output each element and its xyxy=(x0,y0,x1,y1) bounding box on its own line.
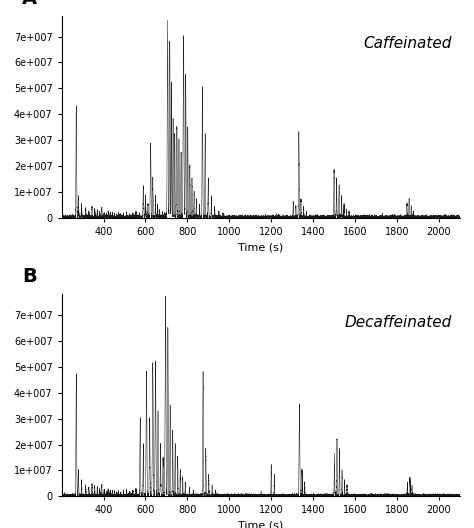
Text: A: A xyxy=(22,0,37,8)
X-axis label: Time (s): Time (s) xyxy=(238,242,283,252)
Text: Decaffeinated: Decaffeinated xyxy=(345,315,452,329)
X-axis label: Time (s): Time (s) xyxy=(238,521,283,528)
Text: B: B xyxy=(22,267,36,286)
Text: Caffeinated: Caffeinated xyxy=(364,36,452,51)
